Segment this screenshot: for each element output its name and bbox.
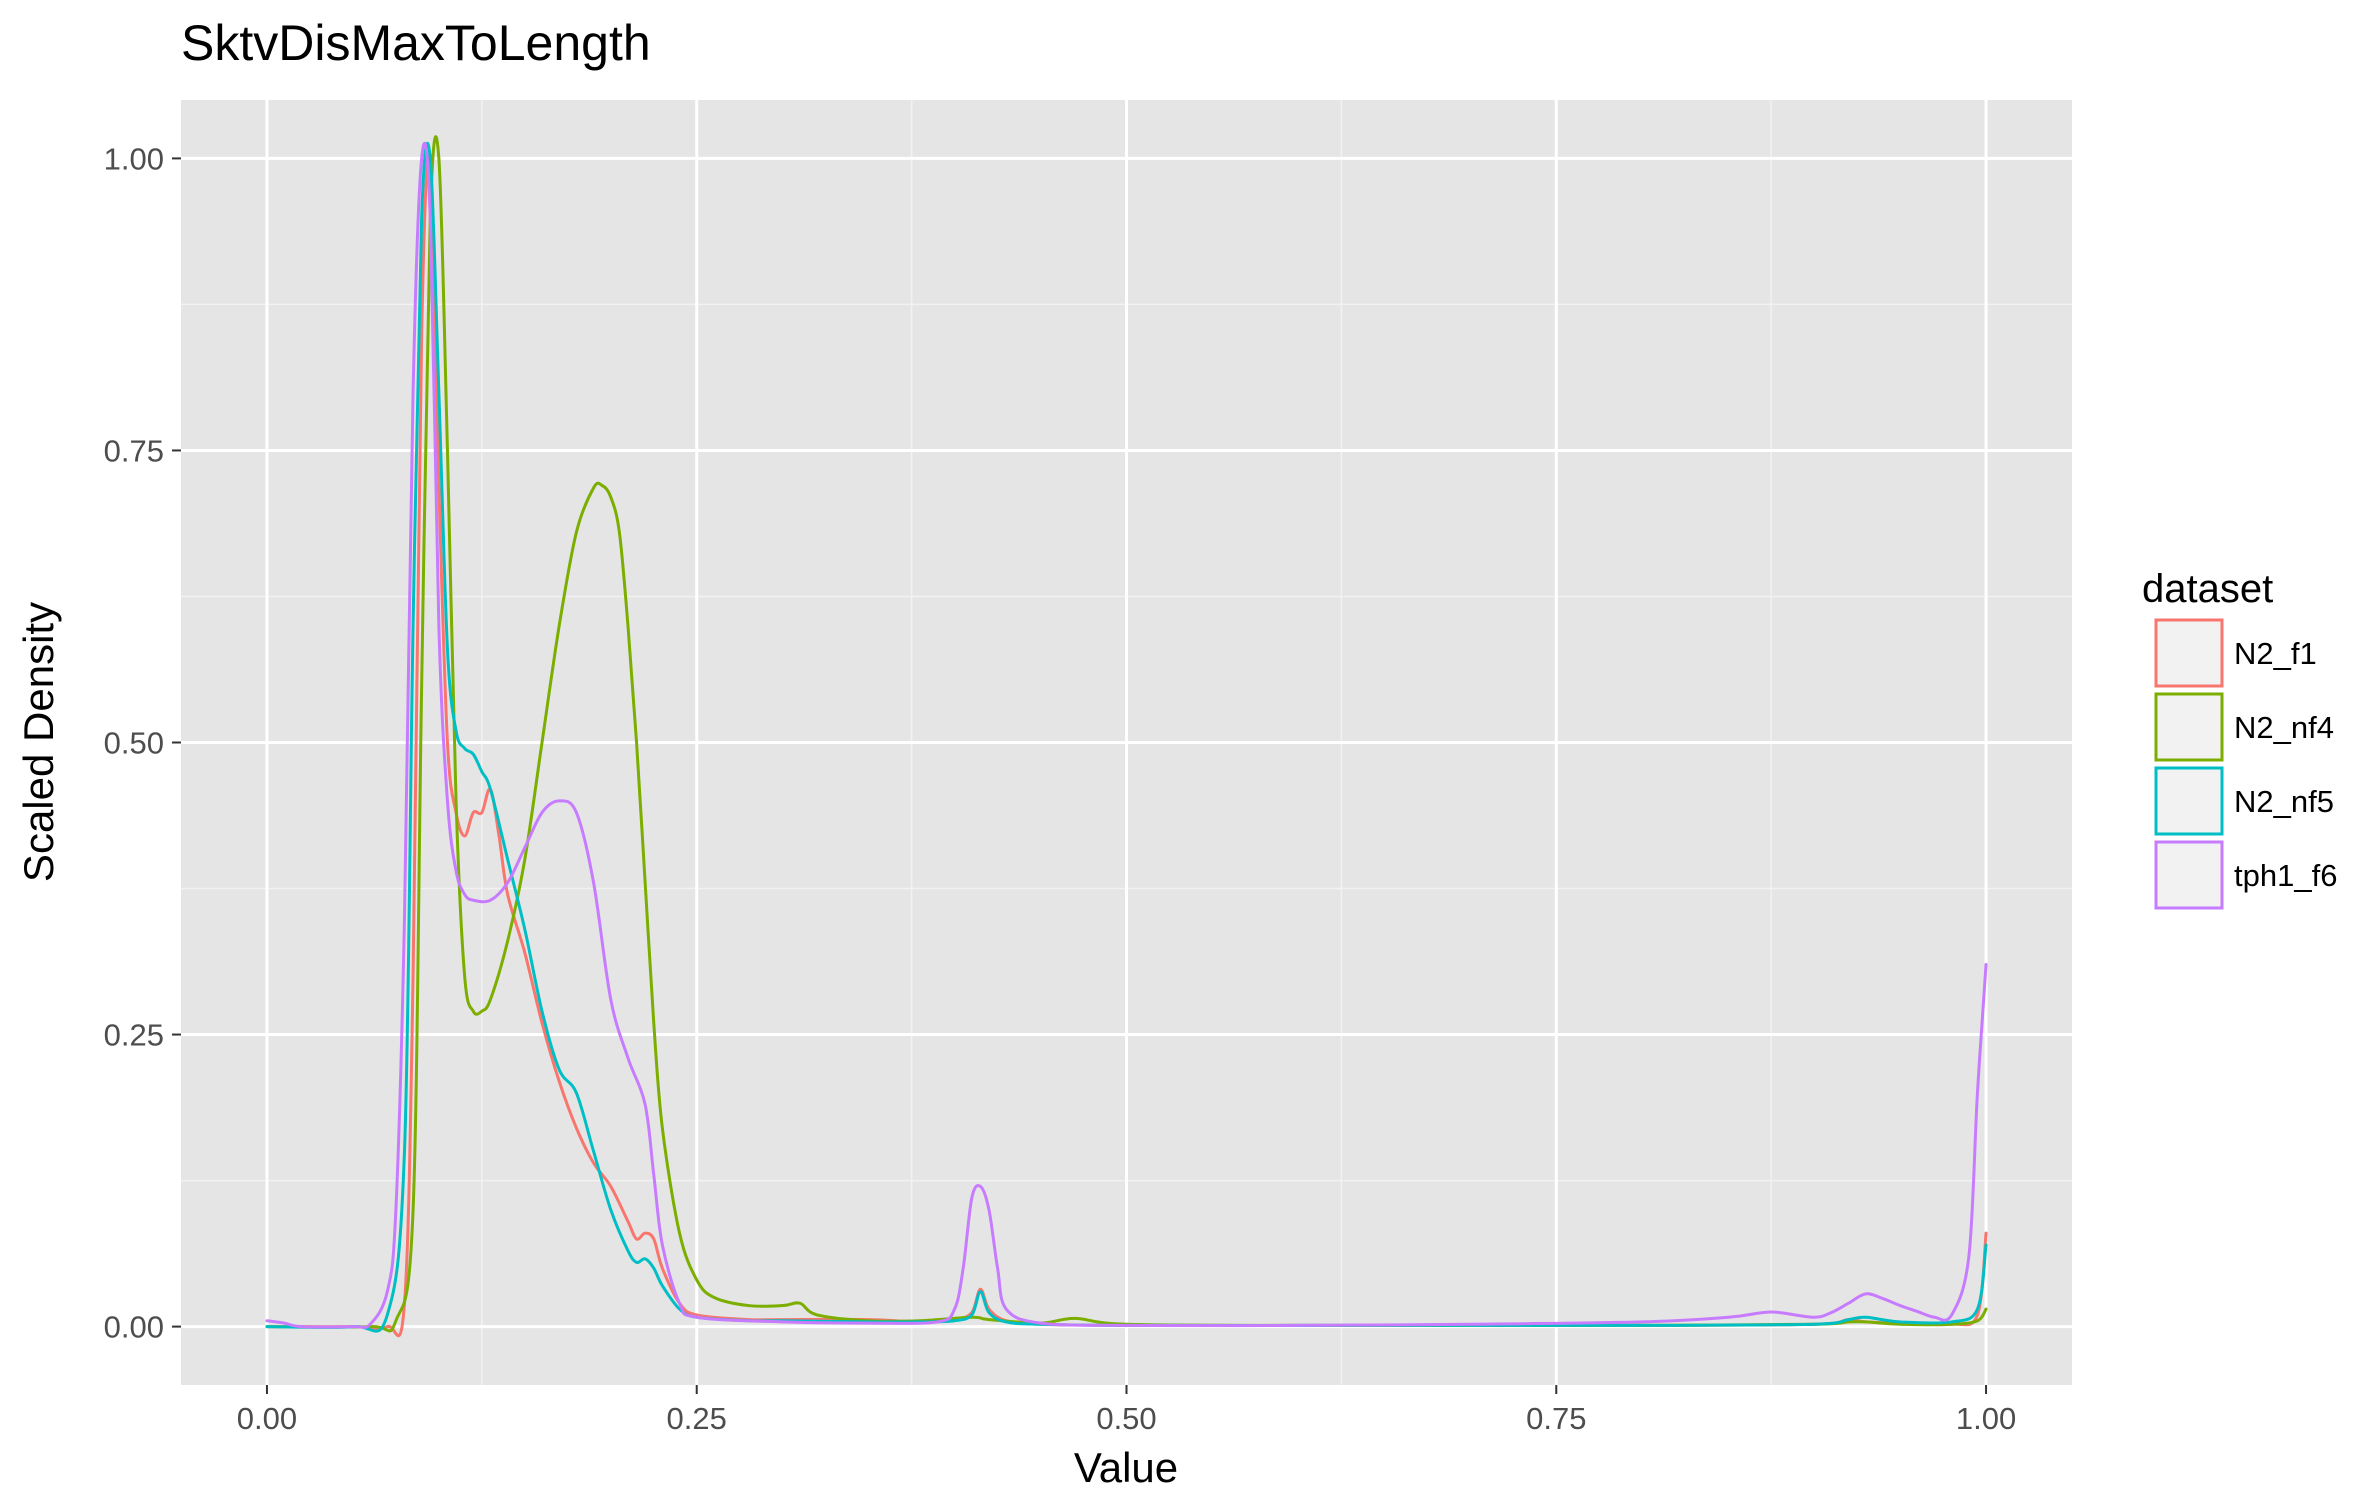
legend-label-tph1-f6: tph1_f6: [2234, 858, 2337, 893]
legend-key-n2-nf5: [2154, 766, 2224, 836]
y-axis: 0.00 0.25 0.50 0.75 1.00: [104, 141, 181, 1345]
y-tick-label: 0.50: [104, 726, 164, 761]
x-tick-label: 0.75: [1526, 1401, 1586, 1436]
y-tick-label: 0.00: [104, 1310, 164, 1345]
x-tick-label: 0.25: [667, 1401, 727, 1436]
y-tick-label: 0.25: [104, 1018, 164, 1053]
legend-label-n2-f1: N2_f1: [2234, 636, 2317, 671]
y-tick-label: 0.75: [104, 433, 164, 468]
legend-label-n2-nf4: N2_nf4: [2234, 710, 2334, 745]
plot-area: [181, 100, 2072, 1385]
grid-major: [181, 100, 2072, 1385]
chart-title: SktvDisMaxToLength: [181, 15, 651, 71]
y-tick-label: 1.00: [104, 141, 164, 176]
legend-title: dataset: [2142, 567, 2273, 611]
legend-items: N2_f1 N2_nf4 N2_nf5 tph1_f6: [2154, 618, 2337, 910]
legend-key-tph1-f6: [2154, 840, 2224, 910]
legend-label-n2-nf5: N2_nf5: [2234, 784, 2334, 819]
series-line-tph1-f6: [265, 141, 1988, 1329]
legend-key-n2-nf4: [2154, 692, 2224, 762]
y-axis-title: Scaled Density: [15, 602, 62, 882]
x-tick-label: 0.00: [237, 1401, 297, 1436]
series-lines: [265, 135, 1988, 1338]
legend: dataset N2_f1 N2_nf4 N2_nf5 tph1_f6: [2142, 567, 2337, 910]
x-tick-label: 0.50: [1096, 1401, 1156, 1436]
legend-key-n2-f1: [2154, 618, 2224, 688]
x-tick-label: 1.00: [1956, 1401, 2016, 1436]
x-axis-title: Value: [1074, 1444, 1178, 1491]
x-axis: 0.00 0.25 0.50 0.75 1.00: [237, 1385, 2016, 1436]
